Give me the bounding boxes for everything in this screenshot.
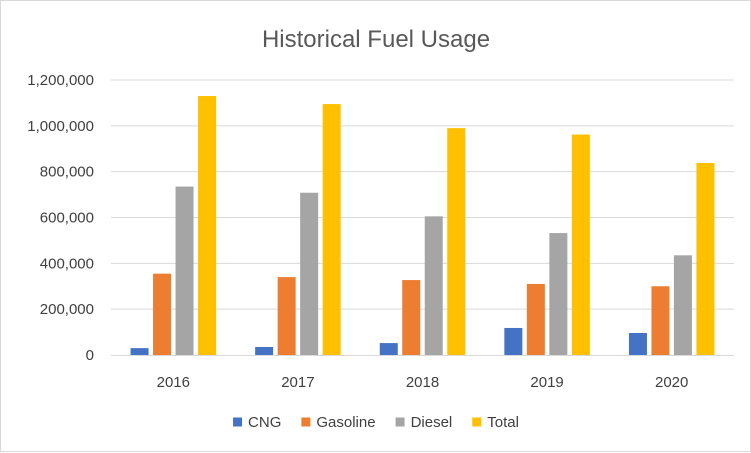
legend-item-gasoline: Gasoline (301, 414, 376, 431)
legend-swatch (301, 417, 311, 427)
bar-diesel-2020 (673, 255, 692, 355)
legend-swatch (472, 417, 482, 427)
x-tick-label: 2019 (530, 374, 563, 391)
bar-total-2020 (696, 162, 715, 355)
legend-label: Gasoline (316, 414, 375, 431)
bar-gasoline-2017 (277, 277, 296, 355)
legend-swatch (233, 417, 243, 427)
bar-total-2019 (571, 134, 590, 355)
bar-gasoline-2020 (651, 286, 670, 355)
y-tick-label: 1,200,000 (27, 72, 94, 89)
legend-swatch (395, 417, 405, 427)
y-axis-ticks: 0 200,000 400,000 600,000 800,000 1,000,000 1,… (27, 72, 94, 364)
bar-cng-2020 (628, 333, 647, 355)
bar-gasoline-2018 (402, 280, 421, 355)
x-tick-label: 2020 (655, 374, 688, 391)
legend-label: Diesel (411, 414, 453, 431)
bar-gasoline-2019 (526, 283, 545, 355)
legend-item-total: Total (472, 414, 519, 431)
y-tick-label: 600,000 (40, 210, 94, 227)
bar-cng-2017 (255, 346, 274, 355)
bar-cng-2019 (504, 327, 523, 355)
bar-gasoline-2016 (153, 273, 172, 355)
x-tick-label: 2016 (157, 374, 190, 391)
bars (130, 96, 715, 356)
bar-total-2016 (198, 96, 217, 356)
x-axis-ticks: 2016 2017 2018 2019 2020 (157, 374, 689, 391)
y-tick-label: 0 (86, 347, 94, 364)
y-tick-label: 200,000 (40, 301, 94, 318)
legend: CNG Gasoline Diesel Total (233, 414, 519, 431)
legend-label: CNG (248, 414, 281, 431)
bar-diesel-2017 (300, 192, 319, 355)
x-tick-label: 2017 (281, 374, 314, 391)
y-tick-label: 1,000,000 (27, 118, 94, 135)
legend-label: Total (487, 414, 519, 431)
x-tick-label: 2018 (406, 374, 439, 391)
bar-cng-2018 (379, 343, 398, 355)
bar-total-2017 (322, 104, 341, 355)
y-tick-label: 800,000 (40, 164, 94, 181)
bar-total-2018 (447, 128, 466, 355)
y-tick-label: 400,000 (40, 255, 94, 272)
bar-cng-2016 (130, 348, 149, 355)
legend-item-cng: CNG (233, 414, 281, 431)
bar-diesel-2018 (424, 216, 443, 355)
bar-diesel-2019 (549, 233, 568, 355)
bar-diesel-2016 (175, 186, 194, 355)
legend-item-diesel: Diesel (395, 414, 453, 431)
chart-title: Historical Fuel Usage (262, 26, 490, 53)
